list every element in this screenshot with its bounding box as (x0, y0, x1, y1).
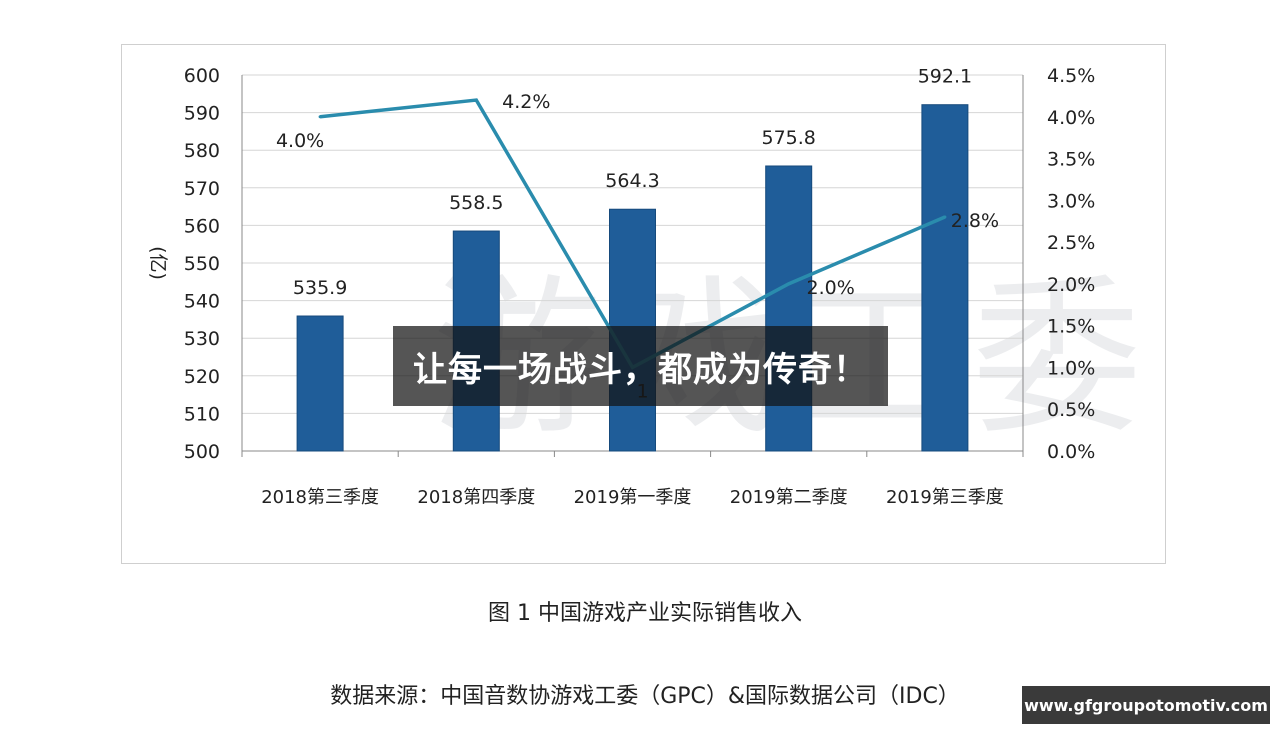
y-tick-label: 500 (184, 441, 220, 463)
y-tick-label: 510 (184, 403, 220, 425)
figure-caption: 图 1 中国游戏产业实际销售收入 (488, 601, 802, 626)
y-tick-label: 600 (184, 65, 220, 87)
y-tick-label: 570 (184, 178, 220, 200)
line-value-label: 4.2% (502, 91, 550, 113)
y2-tick-label: 3.5% (1047, 149, 1095, 171)
y2-tick-label: 1.0% (1047, 357, 1095, 379)
y2-tick-label: 0.5% (1047, 399, 1095, 421)
y-tick-label: 530 (184, 328, 220, 350)
data-source-note: 数据来源：中国音数协游戏工委（GPC）&国际数据公司（IDC） (330, 684, 960, 709)
y2-tick-label: 2.0% (1047, 274, 1095, 296)
line-point (787, 282, 791, 286)
combo-chart: 500 510 520 530 540 550 560 570 580 590 600 0.0% 0.5… (147, 65, 1095, 508)
bar-value-label: 575.8 (761, 127, 815, 149)
category-label: 2018第三季度 (261, 487, 379, 508)
y2-tick-label: 4.5% (1047, 65, 1095, 87)
overlay-banner: 让每一场战斗，都成为传奇！ (393, 326, 888, 406)
category-label: 2019第二季度 (730, 487, 848, 508)
bar-value-label: 592.1 (918, 66, 972, 88)
y-axis-title: (亿) (147, 246, 169, 280)
line-value-label: 4.0% (276, 130, 324, 152)
line-point (318, 115, 322, 119)
bar-value-label: 558.5 (449, 192, 503, 214)
y2-tick-label: 1.5% (1047, 316, 1095, 338)
bar (921, 104, 969, 452)
y-tick-label: 590 (184, 103, 220, 125)
y-tick-label: 560 (184, 215, 220, 237)
bar (296, 315, 344, 452)
line-value-label: 2.8% (951, 210, 999, 232)
category-label: 2019第三季度 (886, 487, 1004, 508)
y2-tick-label: 4.0% (1047, 107, 1095, 129)
y2-tick-label: 3.0% (1047, 190, 1095, 212)
line-point (474, 98, 478, 102)
y-tick-label: 540 (184, 291, 220, 313)
y2-tick-label: 2.5% (1047, 232, 1095, 254)
y-tick-label: 520 (184, 366, 220, 388)
site-url-badge[interactable]: www.gfgroupotomotiv.com (1022, 686, 1270, 724)
y2-tick-label: 0.0% (1047, 441, 1095, 463)
y-tick-label: 550 (184, 253, 220, 275)
category-label: 2018第四季度 (417, 487, 535, 508)
line-value-label: 2.0% (807, 277, 855, 299)
y-tick-label: 580 (184, 140, 220, 162)
bar-value-label: 564.3 (605, 170, 659, 192)
category-label: 2019第一季度 (574, 487, 692, 508)
bar (765, 165, 813, 452)
bar-value-label: 535.9 (293, 277, 347, 299)
line-point (943, 215, 947, 219)
chart-frame: 游戏工委 5005105205305405505605705805906000.… (121, 44, 1166, 564)
